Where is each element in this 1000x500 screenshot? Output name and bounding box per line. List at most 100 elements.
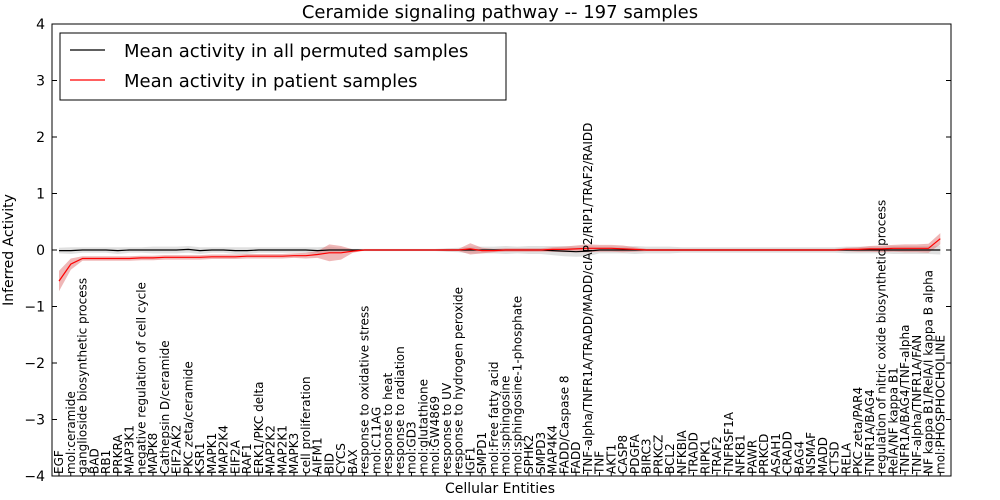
x-tick-label: BAX [346,449,360,474]
y-tick-label: −2 [24,356,45,372]
x-tick-label: MAP3K1 [123,425,137,474]
x-tick-label: MAPK3 [287,433,301,474]
x-tick-label: TNFR1A/BAG4 [863,389,877,475]
y-tick-label: 2 [36,130,45,146]
x-tick-label: NSMAF [804,432,818,474]
y-tick-label: −1 [24,300,45,316]
x-tick-label: MAP2K4 [217,425,231,474]
y-tick-label: −3 [24,413,45,429]
x-tick-label: SMPD3 [534,432,548,474]
y-tick-label: 4 [36,17,45,33]
legend-frame [59,32,507,101]
x-tick-label: response to heat [381,372,395,474]
x-tick-label: BCL2 [663,443,677,474]
x-tick-label: IGF1 [463,447,477,474]
x-tick-label: RIPK1 [698,439,712,474]
x-tick-label: PRKRA [111,434,125,474]
legend-label-permuted: Mean activity in all permuted samples [124,41,468,62]
x-tick-label: mol:GW4869 [428,396,442,474]
x-tick-label: NFKBIA [675,429,689,474]
x-tick-label: BIRC3 [640,438,654,474]
y-axis-ticks: −4 −3 −2 −1 0 1 2 3 4 [24,17,951,485]
x-tick-label: PAWR [745,440,759,474]
y-tick-label: 0 [36,243,45,259]
x-tick-label: KSR1 [193,443,207,474]
x-tick-label: SPHK2 [522,435,536,474]
x-tick-label: mol:sphingosine-1-phosphate [510,296,524,474]
x-tick-label: EIF2A [228,439,242,474]
x-tick-label: MAPK8 [146,433,160,474]
x-tick-label: CRADD [781,431,795,474]
confidence-bands [59,233,941,292]
y-tick-label: 1 [36,187,45,203]
series-lines [58,238,941,282]
y-tick-label: 3 [36,74,45,90]
x-tick-label: NF kappa B1/RelA/I kappa B alpha [922,270,936,474]
x-tick-label: MAPK1 [205,433,219,474]
x-tick-label: TNF-alpha/TNFR1A/TRADD/MADD/cIAP2/RIP1/T… [581,123,595,475]
x-tick-label: CASP8 [616,435,630,474]
x-tick-label: response to hydrogen peroxide [452,287,466,474]
x-tick-label: BID [322,453,336,474]
x-tick-label: CTSD [828,441,842,474]
legend-label-patient: Mean activity in patient samples [124,71,418,92]
chart-title: Ceramide signaling pathway -- 197 sample… [302,2,698,23]
x-tick-label: RAF1 [240,443,254,474]
x-tick-label: TNFR1A/BAG4/TNF-alpha [898,325,912,475]
x-tick-label: RelA/NF kappa B1 [886,367,900,474]
x-tick-label: FADD/Caspase 8 [557,375,571,474]
x-tick-label: mol:glutathione [416,379,430,474]
x-tick-label: EGF [52,450,66,474]
x-tick-label: EIF2AK2 [170,425,184,474]
x-tick-label: regulation of nitric oxide biosynthetic … [875,200,889,474]
x-tick-label: CYCS [334,443,348,474]
x-tick-label: negative regulation of cell cycle [134,282,148,474]
y-tick-label: −4 [24,469,45,485]
x-tick-label: Cathepsin D/ceramide [158,340,172,474]
x-tick-label: PKC zeta/ceramide [181,361,195,474]
x-tick-label: response to UV [440,382,454,474]
x-tick-label: MAP2K2 [264,425,278,474]
x-tick-label: TRAF2 [710,436,724,475]
x-tick-label: mol:ceramide [64,391,78,474]
x-tick-label: ERK1/PKC delta [252,381,266,474]
x-tick-label: ASAH1 [769,433,783,474]
x-tick-label: AKT1 [604,444,618,474]
x-tick-label: RB1 [99,450,113,474]
x-tick-label: PKC zeta/PAR4 [851,387,865,474]
x-tick-label: mol:sphingosine [499,376,513,474]
x-tick-label: response to radiation [393,346,407,474]
x-tick-label: MAP4K4 [546,425,560,474]
x-tick-label: NFKB1 [734,434,748,474]
x-tick-label: cell proliferation [299,376,313,474]
x-tick-label: TNF-alpha/TNFR1A/FAN [910,335,924,475]
x-tick-label: RELA [839,442,853,474]
x-tick-label: AIFM1 [311,437,325,474]
x-tick-label: SMPD1 [475,432,489,474]
x-tick-label: TNFRSF1A [722,411,736,475]
x-tick-label: response to oxidative stress [358,306,372,474]
line-series-2 [58,238,941,282]
x-tick-label: mol:Free fatty acid [487,362,501,475]
legend: Mean activity in all permuted samples Me… [59,32,507,101]
x-tick-label: MADD [816,437,830,474]
x-tick-label: PRKCD [757,434,771,474]
x-tick-label: mol:C11AG [369,407,383,474]
x-tick-label: TRADD [687,432,701,475]
band-series-2 [59,233,941,292]
x-tick-label: FADD [569,442,583,475]
x-tick-label: mol:GD3 [405,421,419,474]
x-tick-label: BAD [87,448,101,474]
x-tick-label: MAP2K1 [275,425,289,474]
x-tick-label: BAG4 [792,441,806,474]
y-axis-label: Inferred Activity [1,194,17,306]
x-tick-label: TNF [593,451,607,475]
x-axis-label: Cellular Entities [445,481,555,497]
x-tick-label: ganglioside biosynthetic process [76,278,90,474]
x-tick-label: mol:PHOSPHOCHOLINE [933,335,947,474]
x-tick-label: PDGFA [628,433,642,474]
x-tick-label: PRKCZ [651,435,665,474]
plot-frame [51,23,952,477]
